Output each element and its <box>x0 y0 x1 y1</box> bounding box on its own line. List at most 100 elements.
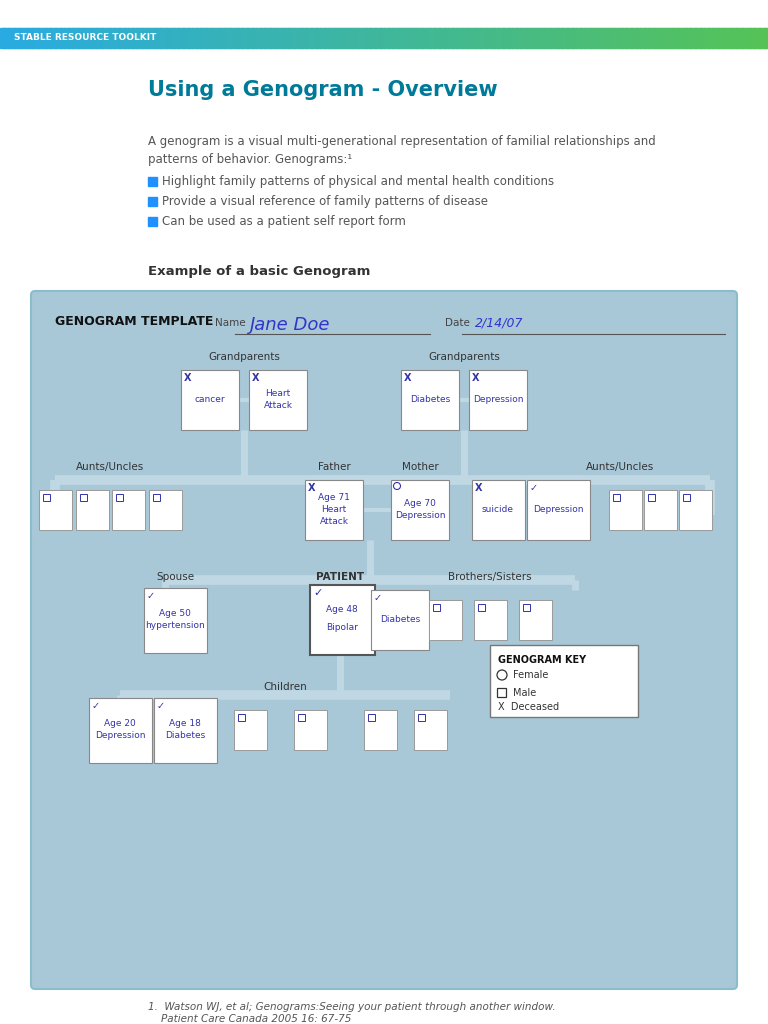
Bar <box>305 480 363 540</box>
Bar <box>484 28 488 48</box>
Bar <box>274 28 277 48</box>
Bar <box>263 28 267 48</box>
Bar <box>613 494 620 501</box>
Text: Example of a basic Genogram: Example of a basic Genogram <box>148 265 370 278</box>
Bar <box>412 28 415 48</box>
Bar <box>566 28 569 48</box>
Bar <box>290 28 293 48</box>
Text: X: X <box>404 373 412 383</box>
Bar <box>386 28 390 48</box>
Bar <box>44 28 47 48</box>
Bar <box>233 28 237 48</box>
Text: A genogram is a visual multi-generational representation of familial relationshi: A genogram is a visual multi-generationa… <box>148 135 656 148</box>
Bar <box>346 28 349 48</box>
Bar <box>325 28 329 48</box>
Bar <box>302 28 306 48</box>
Bar <box>228 28 231 48</box>
Text: Aunts/Uncles: Aunts/Uncles <box>76 462 144 472</box>
Bar <box>571 28 574 48</box>
Bar <box>545 28 549 48</box>
Bar <box>210 28 214 48</box>
Bar <box>494 28 498 48</box>
Bar <box>154 28 157 48</box>
Bar <box>293 710 326 750</box>
Bar <box>148 197 157 206</box>
Bar <box>243 28 247 48</box>
Bar <box>136 28 139 48</box>
Bar <box>284 28 288 48</box>
Bar <box>182 28 185 48</box>
Bar <box>392 28 396 48</box>
Bar <box>128 28 131 48</box>
Text: 1.  Watson WJ, et al; Genograms:Seeing your patient through another window.: 1. Watson WJ, et al; Genograms:Seeing yo… <box>148 1002 555 1012</box>
Bar <box>202 28 206 48</box>
Bar <box>13 28 16 48</box>
Bar <box>361 28 365 48</box>
Bar <box>340 28 344 48</box>
Text: Depression: Depression <box>94 731 145 740</box>
Bar <box>686 28 690 48</box>
Bar <box>730 28 733 48</box>
Bar <box>609 28 613 48</box>
Text: Father: Father <box>318 462 350 472</box>
Bar <box>745 28 749 48</box>
Bar <box>138 28 142 48</box>
Bar <box>28 28 31 48</box>
Bar <box>233 710 266 750</box>
Bar <box>237 714 244 721</box>
Bar <box>594 28 598 48</box>
Bar <box>261 28 265 48</box>
Bar <box>391 480 449 540</box>
Bar <box>663 28 667 48</box>
Bar <box>755 28 759 48</box>
Bar <box>576 28 580 48</box>
Text: patterns of behavior. Genograms:¹: patterns of behavior. Genograms:¹ <box>148 153 353 166</box>
Bar <box>409 28 413 48</box>
Bar <box>330 28 334 48</box>
Bar <box>148 490 181 530</box>
Bar <box>608 490 641 530</box>
Bar <box>522 604 529 611</box>
Bar <box>156 28 160 48</box>
Bar <box>205 28 208 48</box>
Bar <box>184 28 188 48</box>
Bar <box>190 28 193 48</box>
Text: ✓: ✓ <box>529 483 538 493</box>
Bar <box>540 28 544 48</box>
Bar <box>374 28 377 48</box>
Text: Depression: Depression <box>533 506 583 514</box>
Bar <box>568 28 572 48</box>
Bar <box>376 28 380 48</box>
Bar <box>683 494 690 501</box>
Bar <box>497 28 500 48</box>
Bar <box>18 28 22 48</box>
Bar <box>413 710 446 750</box>
Text: Age 71: Age 71 <box>318 494 350 503</box>
Bar <box>125 28 129 48</box>
Bar <box>535 28 538 48</box>
Text: X: X <box>184 373 191 383</box>
Bar <box>371 28 375 48</box>
Text: hypertension: hypertension <box>145 622 205 631</box>
Bar <box>737 28 741 48</box>
Bar <box>435 28 439 48</box>
Bar <box>722 28 726 48</box>
Bar <box>399 28 403 48</box>
Text: X: X <box>252 373 260 383</box>
Bar <box>169 28 173 48</box>
Bar <box>171 28 175 48</box>
Text: X: X <box>308 483 316 493</box>
Bar <box>115 28 119 48</box>
Bar <box>79 28 83 48</box>
Bar <box>253 28 257 48</box>
Bar <box>678 490 711 530</box>
Bar <box>753 28 756 48</box>
Bar <box>356 28 359 48</box>
Text: Depression: Depression <box>473 395 523 404</box>
Bar <box>455 28 459 48</box>
Bar <box>620 28 623 48</box>
Bar <box>200 28 204 48</box>
Bar <box>543 28 546 48</box>
Bar <box>192 28 196 48</box>
Bar <box>561 28 564 48</box>
